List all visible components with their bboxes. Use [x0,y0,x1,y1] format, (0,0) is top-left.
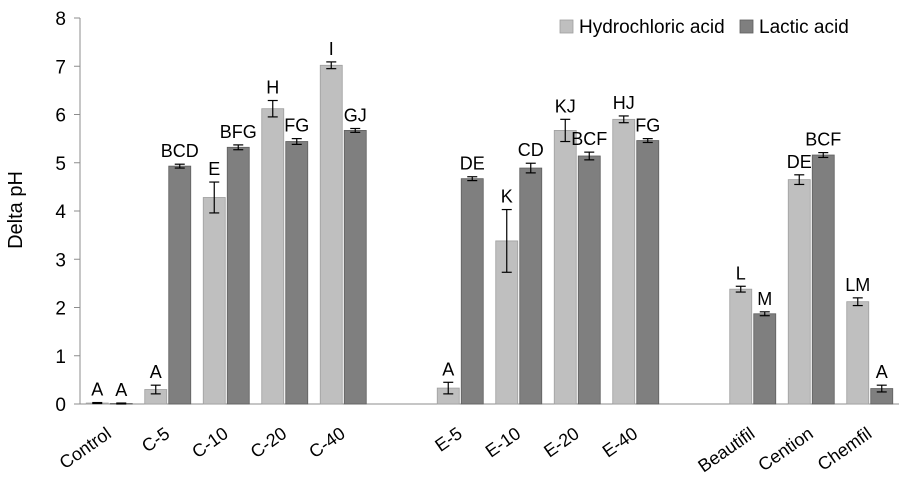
x-tick-label: Beautifil [694,423,758,476]
x-tick-label: Control [56,423,115,473]
significance-label: A [876,362,888,382]
legend-swatch [559,19,574,34]
y-tick-label: 8 [55,9,66,30]
x-tick-label: E-10 [482,423,525,461]
bar [261,108,285,405]
bar [787,179,811,405]
significance-label: A [115,380,127,400]
bar [729,288,753,405]
bar [343,130,367,405]
x-tick-label: Cention [754,423,816,475]
significance-label: I [329,39,334,59]
significance-label: L [736,263,746,283]
significance-label: BCD [161,141,199,161]
significance-label: KJ [555,96,576,116]
legend: Hydrochloric acid Lactic acid [559,17,849,38]
y-tick-label: 2 [55,299,66,320]
significance-label: BCF [571,129,607,149]
bar [202,197,226,405]
significance-label: A [150,362,162,382]
significance-label: DE [460,154,485,174]
bar [168,165,192,405]
bar [285,141,309,405]
bar [636,140,660,405]
y-tick-label: 4 [55,202,66,223]
x-tick-label: E-40 [599,423,642,461]
bar [846,301,870,405]
significance-label: M [757,289,772,309]
significance-label: FG [635,116,660,136]
bar [226,146,250,405]
x-tick-label: C-20 [247,423,290,462]
significance-label: BFG [220,122,257,142]
bar [753,313,777,405]
significance-label: A [442,359,454,379]
x-tick-label: C-10 [188,423,231,462]
significance-label: DE [787,152,812,172]
significance-label: CD [518,140,544,160]
significance-label: LM [845,275,870,295]
bar [577,155,601,405]
x-tick-label: C-5 [138,423,173,456]
x-tick-label: E-20 [540,423,583,461]
significance-label: HJ [613,93,635,113]
significance-label: H [266,78,279,98]
significance-label: BCF [805,130,841,150]
significance-label: GJ [344,105,367,125]
significance-label: E [208,159,220,179]
significance-label: FG [284,116,309,136]
y-axis-label: Delta pH [5,171,27,249]
bar [460,178,484,405]
significance-label: K [501,187,513,207]
bar [612,118,636,405]
y-tick-label: 7 [55,57,66,78]
legend-swatch [739,19,754,34]
y-tick-label: 5 [55,154,66,175]
bar [519,167,543,405]
bar [811,154,835,405]
y-tick-label: 3 [55,250,66,271]
x-tick-label: E-5 [431,423,465,455]
bar [319,64,343,405]
legend-entry: Lactic acid [759,17,849,38]
y-tick-label: 6 [55,106,66,127]
legend-entry: Hydrochloric acid [579,17,725,38]
bar [553,130,577,405]
x-tick-label: C-40 [305,423,348,462]
y-tick-label: 1 [55,347,66,368]
bars [85,61,894,405]
x-tick-label: Chemfil [814,423,875,474]
y-tick-label: 0 [55,395,66,416]
significance-label: A [91,380,103,400]
